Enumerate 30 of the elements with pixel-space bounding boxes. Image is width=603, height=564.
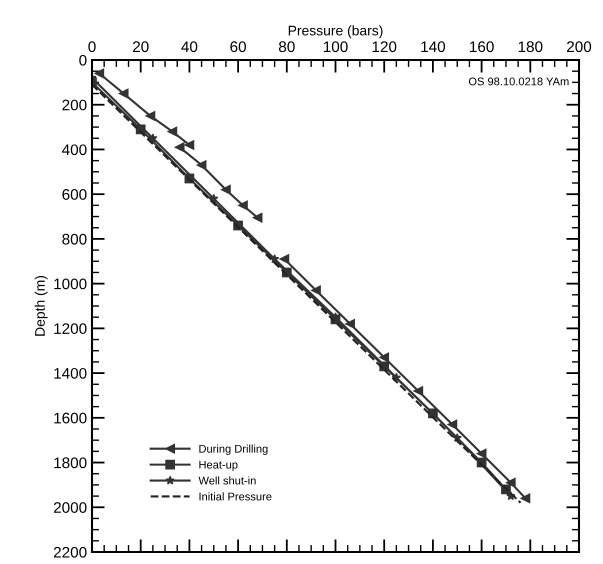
y-tick-label: 2200 bbox=[54, 546, 87, 558]
y-tick-label: 1000 bbox=[54, 278, 87, 290]
x-tick-label: 160 bbox=[470, 41, 494, 52]
y-axis-title: Depth (m) bbox=[34, 276, 48, 336]
x-tick-label: 0 bbox=[88, 41, 96, 52]
y-tick-label: 1600 bbox=[54, 412, 87, 424]
y-tick-label: 0 bbox=[79, 54, 87, 66]
y-tick-label: 200 bbox=[62, 100, 87, 110]
y-tick-label: 600 bbox=[62, 189, 87, 200]
legend-label: Well shut-in bbox=[198, 476, 256, 485]
y-tick-label: 2000 bbox=[54, 502, 87, 513]
x-tick-label: 60 bbox=[230, 41, 246, 52]
x-tick-label: 200 bbox=[567, 41, 592, 52]
x-tick-label: 80 bbox=[278, 41, 295, 52]
x-tick-label: 20 bbox=[132, 41, 149, 52]
x-tick-label: 180 bbox=[518, 41, 542, 52]
x-tick-label: 120 bbox=[372, 41, 396, 52]
x-tick-label: 40 bbox=[181, 41, 198, 52]
y-tick-label: 1200 bbox=[54, 323, 87, 334]
y-tick-label: 800 bbox=[62, 234, 87, 245]
y-tick-label: 400 bbox=[62, 144, 87, 156]
x-tick-label: 140 bbox=[421, 41, 446, 52]
legend-label: Initial Pressure bbox=[200, 492, 272, 500]
y-tick-label: 1400 bbox=[54, 368, 87, 379]
y-tick-label: 1800 bbox=[54, 457, 87, 468]
legend-label: Heat-up bbox=[199, 460, 238, 471]
x-axis-title: Pressure (bars) bbox=[288, 25, 382, 38]
annotation: OS 98.10.0218 YAm bbox=[468, 78, 569, 86]
x-tick-label: 100 bbox=[324, 41, 348, 52]
legend-label: During Drilling bbox=[199, 444, 268, 455]
